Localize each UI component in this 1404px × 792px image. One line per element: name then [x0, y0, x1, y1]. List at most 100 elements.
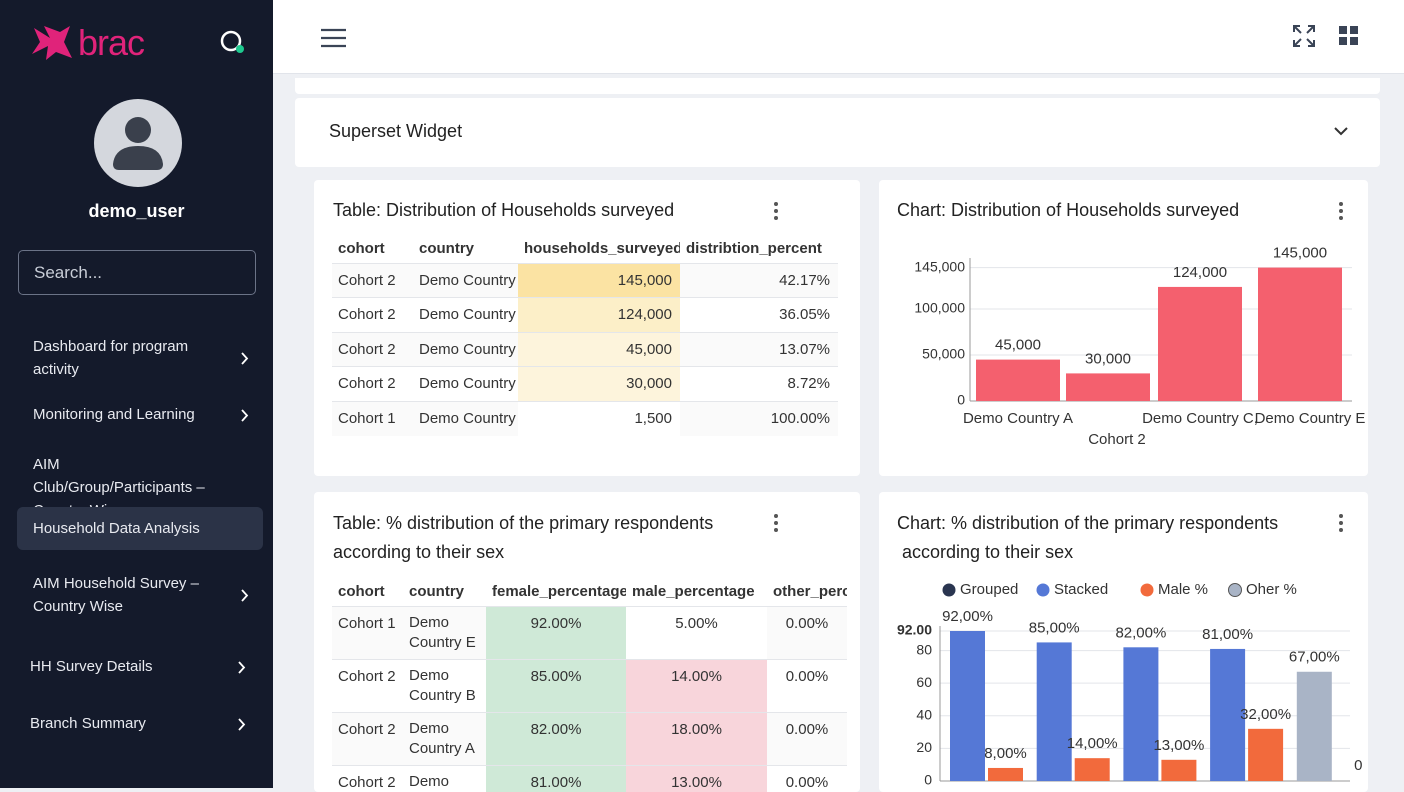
column-header[interactable]: male_percentage [632, 583, 755, 601]
x-tick-label: Demo Country E [1255, 410, 1366, 427]
sidebar: brac demo_user Search... Dashboard for p… [0, 0, 273, 788]
menu-label: Household Data Analysis [33, 520, 200, 537]
legend-label: Grouped [960, 581, 1018, 598]
brand: brac [78, 22, 145, 63]
data-label: 13,00% [1153, 737, 1204, 754]
data-label: 92,00% [942, 608, 993, 625]
menu-label: Dashboard for program activity [33, 338, 189, 378]
data-label: 0 [1354, 757, 1362, 774]
column-header[interactable]: country [419, 240, 475, 258]
table-cell: 85.00% [486, 658, 626, 712]
column-header[interactable]: female_percentage [492, 583, 626, 601]
data-table: cohort country households_surveyed distribt… [332, 235, 838, 436]
apps-button[interactable] [1339, 26, 1359, 46]
data-label: 14,00% [1067, 735, 1118, 752]
bar [1123, 647, 1159, 781]
menu-toggle[interactable] [320, 27, 348, 49]
table-cell: Demo Country A [403, 711, 486, 765]
y-tick-label: 0 [924, 772, 932, 788]
table-cell: 13.07% [680, 331, 838, 367]
table-cell: 5.00% [626, 605, 767, 659]
table-cell: 92.00% [486, 605, 626, 659]
menu-item[interactable]: Household Data Analysis [17, 507, 263, 550]
column-header[interactable]: households_surveyed [524, 240, 680, 258]
y-tick-label: 50,000 [922, 346, 965, 362]
panel-header[interactable]: Superset Widget [295, 98, 1380, 167]
menu-label: AIM Household Survey – Country Wise [33, 575, 199, 615]
legend-marker [1036, 583, 1050, 597]
search-icon[interactable] [218, 28, 248, 56]
menu-item[interactable]: Monitoring and Learning [17, 393, 263, 436]
table-cell: Demo Country D [413, 366, 518, 401]
table-cell: Cohort 2 [332, 366, 413, 401]
column-header[interactable]: cohort [338, 240, 385, 258]
chart-title: Chart: Distribution of Households survey… [897, 200, 1239, 220]
more-menu[interactable] [773, 514, 779, 532]
x-tick-label: Cohort 2 [1088, 431, 1146, 448]
search-input[interactable]: Search... [18, 250, 256, 295]
top-bar [273, 0, 1404, 74]
table-cell: 18.00% [626, 711, 767, 765]
chevron [238, 717, 246, 731]
table-card: Table: % distribution of the primary res… [314, 492, 860, 792]
y-tick-label: 145,000 [914, 258, 965, 274]
legend-label: Stacked [1054, 581, 1108, 598]
username: demo_user [88, 201, 185, 221]
bar [976, 359, 1060, 401]
column-header[interactable]: distribtion_percent [686, 240, 822, 258]
header-row: cohort country female_percentage male_perce… [332, 578, 847, 606]
more-menu[interactable] [773, 202, 779, 220]
table-cell: 0.00% [767, 658, 847, 712]
table-cell: Cohort 1 [332, 400, 413, 436]
y-tick-label: 80 [916, 641, 932, 657]
panel-title: Superset Widget [329, 121, 463, 141]
table-row: Cohort 2 Demo Country B 85.00% 14.00% 0.00% [332, 658, 847, 712]
data-label: 145,000 [1273, 245, 1327, 262]
y-tick-label: 0 [957, 392, 965, 408]
y-tick-label: 100,000 [914, 300, 965, 316]
panel-strip [295, 78, 1380, 94]
more-menu[interactable] [1338, 514, 1344, 532]
menu-item[interactable]: AIM Household Survey – Country Wise [17, 562, 263, 628]
collapse-icon[interactable] [1333, 126, 1349, 136]
table-cell: 124,000 [518, 297, 680, 332]
table-cell: Demo Country B [403, 658, 486, 712]
data-label: 45,000 [995, 337, 1041, 354]
header-row: cohort country households_surveyed distribt… [332, 235, 838, 263]
bar [1248, 728, 1284, 781]
column-header[interactable]: country [409, 583, 465, 601]
more-menu[interactable] [1338, 202, 1344, 220]
menu-item[interactable]: HH Survey Details [14, 645, 260, 688]
menu-label: HH Survey Details [30, 658, 153, 675]
menu-item[interactable]: Branch Summary [14, 702, 260, 745]
table-cell: Cohort 1 [332, 605, 403, 659]
table-card: Table: Distribution of Households survey… [314, 180, 860, 476]
column-header[interactable]: other_perc [773, 583, 847, 601]
y-tick-label: 60 [916, 674, 932, 690]
bar [1258, 267, 1342, 401]
avatar[interactable] [93, 98, 183, 188]
table-cell: Demo Country B [413, 297, 518, 332]
bar [950, 631, 985, 781]
data-label: 32,00% [1240, 706, 1291, 723]
bar [1158, 286, 1242, 401]
chevron [238, 660, 246, 674]
menu-item[interactable]: Dashboard for program activity [17, 325, 263, 391]
table-cell: 0.00% [767, 711, 847, 765]
fullscreen-button[interactable] [1292, 24, 1316, 48]
x-tick-label: Demo Country A [963, 410, 1073, 427]
menu-label: Branch Summary [30, 715, 146, 732]
chevron [241, 408, 249, 422]
column-header[interactable]: cohort [338, 583, 385, 601]
card-title: Table: Distribution of Households survey… [333, 200, 675, 220]
card-title: Table: % distribution of the primary res… [333, 513, 714, 562]
legend-marker [1140, 583, 1154, 597]
table-cell: 8.72% [680, 366, 838, 401]
table-cell: 0.00% [767, 605, 847, 659]
table-cell: Demo Country A [413, 262, 518, 298]
